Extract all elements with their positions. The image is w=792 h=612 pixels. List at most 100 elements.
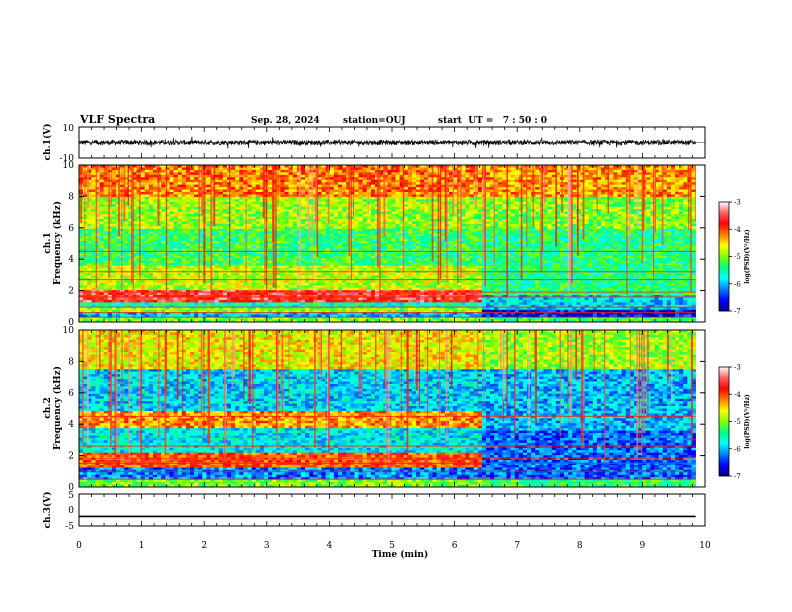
ch1-spectrogram-cell <box>206 172 210 175</box>
ch1-spectrogram-cell <box>256 310 260 313</box>
ch1-spectrogram-cell <box>182 275 186 278</box>
ch1-spectrogram-cell <box>186 280 190 283</box>
ch1-spectrogram-cell <box>363 302 367 305</box>
ch1-spectrogram-cell <box>256 202 260 205</box>
ch1-spectrogram-cell <box>178 217 182 220</box>
ch1-spectrogram-cell <box>359 248 363 251</box>
ch1-spectrogram-cell <box>141 302 145 305</box>
date-label: Sep. 28, 2024 <box>251 116 320 126</box>
ch1-spectrogram-cell <box>190 217 194 220</box>
ch1-spectrogram-cell <box>104 219 108 222</box>
ch1-spectrogram-cell <box>128 297 132 300</box>
ch1-spectrogram-cell <box>186 167 190 170</box>
ch1-spectrogram-cell <box>276 297 280 300</box>
ch1-spectrogram-cell <box>79 239 83 242</box>
ch1-spectrogram-cell <box>182 209 186 212</box>
ch1-spectrogram-cell <box>91 197 95 200</box>
ch1-spectrogram-cell <box>396 182 400 185</box>
ch1-spectrogram-cell <box>301 180 305 183</box>
ch1-spectrogram-cell <box>301 199 305 202</box>
ch1-spectrogram-cell <box>206 268 210 271</box>
ch1-spectrogram-cell <box>141 219 145 222</box>
ch1-spectrogram-cell <box>206 207 210 210</box>
ch1-spectrogram-cell <box>285 275 289 278</box>
ch1-spectrogram-cell <box>182 261 186 264</box>
ch1-spectrogram-cell <box>260 283 264 286</box>
ch1-spectrogram-cell <box>174 302 178 305</box>
ch1-spectrogram-cell <box>79 231 83 234</box>
ch1-spectrogram-cell <box>194 180 198 183</box>
ch1-spectrogram-cell <box>153 221 157 224</box>
ch1-spectrogram-cell <box>367 221 371 224</box>
ch1-spectrogram-cell <box>354 258 358 261</box>
ch1-spectrogram-cell <box>104 226 108 229</box>
ch1-spectrogram-cell <box>153 241 157 244</box>
ch1-spectrogram-cell <box>342 288 346 291</box>
ch1-spectrogram-cell <box>194 275 198 278</box>
ch1-spectrogram-cell <box>186 209 190 212</box>
ch1-spectrogram-cell <box>260 275 264 278</box>
ch1-spectrogram-cell <box>313 280 317 283</box>
ch1-spectrogram-cell <box>359 229 363 232</box>
ch1-spectrogram-cell <box>330 253 334 256</box>
ch1-spectrogram-cell <box>190 175 194 178</box>
ch1-spectrogram-cell <box>305 293 309 296</box>
ch1-spectrogram-cell <box>285 258 289 261</box>
ch1-spectrogram-cell <box>326 263 330 266</box>
ch1-spectrogram-cell <box>178 241 182 244</box>
ch1-spectrogram-cell <box>280 288 284 291</box>
ch1-spectrogram-cell <box>322 202 326 205</box>
ch1-spectrogram-cell <box>301 170 305 173</box>
ch1-ytick-top: 10 <box>63 124 75 134</box>
ch1-spectrogram-cell <box>396 219 400 222</box>
ch1-spectrogram-cell <box>219 297 223 300</box>
ch1-spectrogram-cell <box>280 266 284 269</box>
ch1-spectrogram-cell <box>346 302 350 305</box>
ch1-spectrogram-cell <box>301 244 305 247</box>
ch1-spectrogram-cell <box>322 263 326 266</box>
ch1-spectrogram-cell <box>252 172 256 175</box>
ch1-spectrogram-cell <box>108 310 112 313</box>
ch1-spectrogram-cell <box>276 258 280 261</box>
ch1-spectrogram-cell <box>116 239 120 242</box>
ch1-spectrogram-cell <box>206 256 210 259</box>
ch1-spectrogram-cell <box>153 310 157 313</box>
ch1-spectrogram-cell <box>375 288 379 291</box>
ch1-spectrogram-cell <box>260 258 264 261</box>
ch1-spectrogram-cell <box>391 234 395 237</box>
ch1-spectrogram-cell <box>387 224 391 227</box>
ch1-spectrogram-cell <box>387 209 391 212</box>
ch1-spectrogram-cell <box>91 212 95 215</box>
ch1-spectrogram-cell <box>153 190 157 193</box>
ch1-spectrogram-cell <box>231 175 235 178</box>
ch1-spectrogram-cell <box>330 221 334 224</box>
ch1-spectrogram-cell <box>178 172 182 175</box>
ch1-spectrogram-cell <box>91 293 95 296</box>
ch1-spectrogram-cell <box>334 253 338 256</box>
ch1-spectrogram-cell <box>104 273 108 276</box>
ch1-spectrogram-cell <box>235 253 239 256</box>
ch1-spectrogram-cell <box>252 224 256 227</box>
ch1-spectrogram-cell <box>215 221 219 224</box>
ch1-spectrogram-cell <box>182 293 186 296</box>
ch1-spectrogram-cell <box>367 185 371 188</box>
ch1-spectrogram-cell <box>252 197 256 200</box>
ch1-spectrogram-cell <box>149 273 153 276</box>
ch1-spectrogram-cell <box>219 283 223 286</box>
ch1-spectrogram-cell <box>334 187 338 190</box>
ch1-spectrogram-cell <box>219 258 223 261</box>
ch1-spectrogram-cell <box>194 172 198 175</box>
ch1-spectrogram-cell <box>91 207 95 210</box>
ch1-spectrogram-cell <box>346 310 350 313</box>
ch1-spectrogram-cell <box>149 263 153 266</box>
ch1-spectrogram-cell <box>219 190 223 193</box>
ch1-spectrogram-cell <box>367 268 371 271</box>
ch1-spectrogram-cell <box>289 229 293 232</box>
ch1-spectrogram-cell <box>280 190 284 193</box>
ch1-spectrogram-cell <box>313 302 317 305</box>
ch1-spectrogram-cell <box>174 248 178 251</box>
ch1-spectrogram-cell <box>219 256 223 259</box>
ch1-spectrogram-cell <box>330 202 334 205</box>
ch1-spectrogram-cell <box>276 285 280 288</box>
ch1-spectrogram-cell <box>137 288 141 291</box>
